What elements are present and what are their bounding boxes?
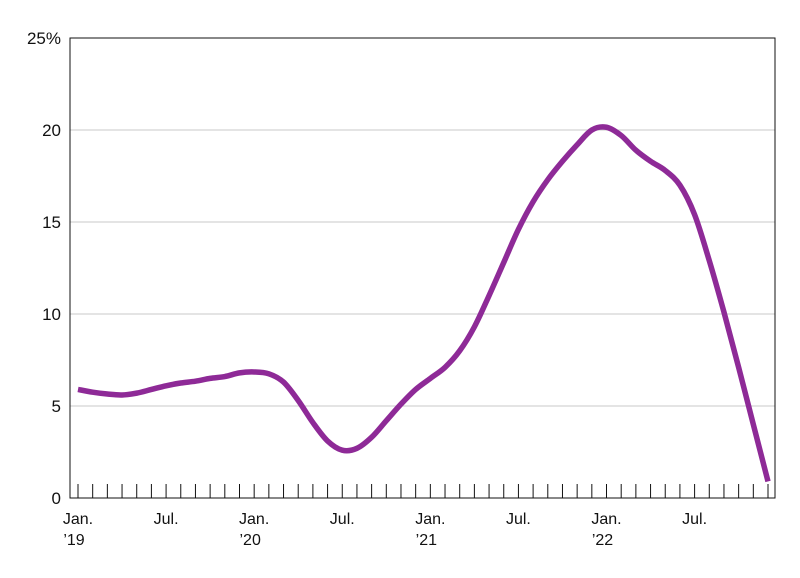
x-tick-label: Jan. [415,511,445,528]
y-axis-ticks: 0 5 10 15 20 25% [27,29,61,508]
x-tick-label: Jul. [506,511,531,528]
x-tick-label: Jan. [239,511,269,528]
x-axis-tick-marks [77,484,769,498]
x-tick-label: Jan. [63,511,93,528]
y-tick-label: 5 [52,397,61,416]
x-tick-label: Jul. [330,511,355,528]
y-tick-label: 15 [42,213,61,232]
x-tick-year-label: ’19 [63,532,84,549]
x-tick-year-label: ’20 [239,532,260,549]
x-tick-label: Jul. [154,511,179,528]
y-tick-label: 20 [42,121,61,140]
y-tick-label: 0 [52,489,61,508]
x-tick-label: Jul. [682,511,707,528]
y-tick-label: 10 [42,305,61,324]
plot-frame [69,37,776,499]
x-tick-label: Jan. [591,511,621,528]
gridlines [70,129,775,407]
x-tick-year-label: ’21 [416,532,437,549]
series-layer [77,124,771,483]
x-tick-year-label: ’22 [592,532,613,549]
x-axis-tick-labels: Jan. ’19 Jul. Jan. ’20 Jul. Jan. ’21 Jul. Jan. ’22… [63,511,707,549]
y-tick-label: 25% [27,29,61,48]
series-line [77,124,771,483]
